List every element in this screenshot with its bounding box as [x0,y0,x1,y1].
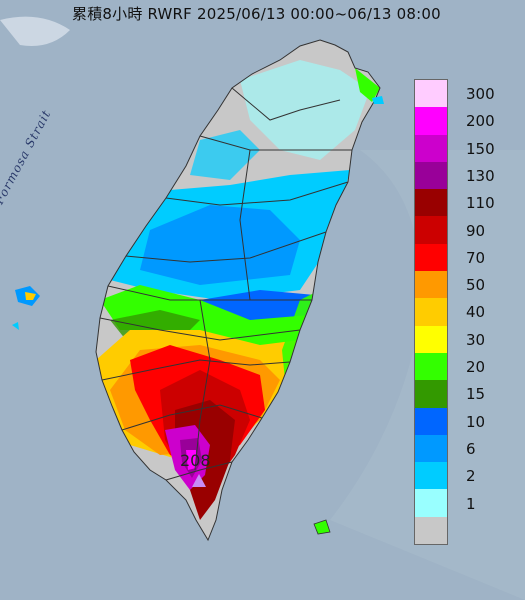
keelung-islet [372,96,384,104]
legend-label: 90 [466,221,486,240]
legend-swatch [415,407,447,435]
legend-label: 130 [466,166,495,185]
legend-swatch [415,325,447,353]
legend-swatch [415,298,447,326]
band-20 [100,285,310,350]
legend-swatch [415,107,447,135]
color-legend [414,79,448,546]
map-title: 累積8小時 RWRF 2025/06/13 00:00~06/13 08:00 [72,5,441,23]
legend-swatch [415,352,447,381]
legend-swatch [415,516,447,545]
band-200 [186,450,196,470]
legend-swatch [415,189,447,217]
legend-label: 10 [466,412,486,431]
band-6 [140,205,300,285]
rainfall-bands [96,60,380,520]
legend-label: 40 [466,303,486,322]
legend-label: 6 [466,439,476,458]
peak-value-label: 208 [180,451,211,470]
legend-swatch [415,134,447,162]
legend-label: 2 [466,467,476,486]
band-20-ne [355,68,380,102]
legend-swatch [415,434,447,463]
legend-swatch [415,489,447,517]
legend-label: 1 [466,494,476,513]
legend-label: 20 [466,358,486,376]
legend-swatch [415,380,447,408]
cloud-texture-nw [0,16,70,46]
legend-swatch [415,462,447,490]
county-borders [95,39,381,542]
islet-1 [12,322,19,330]
legend-label: 70 [466,248,486,267]
legend-label: 300 [466,85,495,103]
legend-label: 150 [466,139,495,158]
legend-label: 110 [466,194,495,213]
legend-swatch [415,216,447,244]
band-1 [240,60,370,160]
legend-swatch [415,161,447,190]
band-2-north [190,130,260,180]
legend-label: 15 [466,385,486,404]
legend-label: 200 [466,112,495,131]
legend-swatch [415,271,447,299]
legend-swatch [415,243,447,272]
peak-marker-icon [192,474,206,487]
legend-label: 30 [466,330,486,349]
penghu-rain [25,292,36,300]
legend-label: 50 [466,276,486,295]
legend-swatch [415,80,447,108]
green-island [313,519,331,535]
